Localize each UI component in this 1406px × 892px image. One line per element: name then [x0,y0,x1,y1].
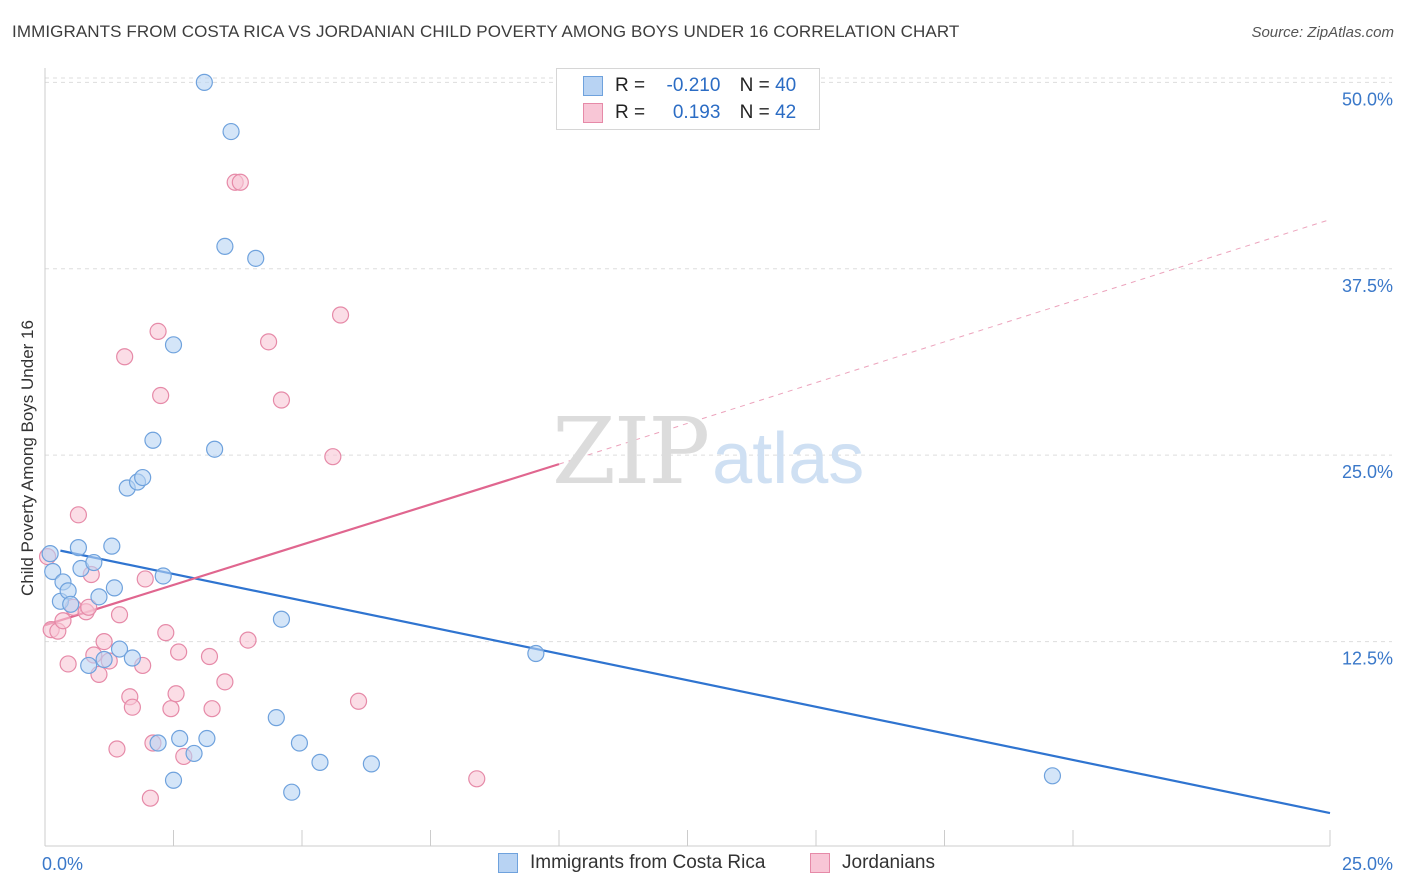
jordanians-point [157,624,175,642]
jordanians-point [468,770,486,788]
legend-swatch-blue [583,76,603,96]
jordanians-point [59,655,77,673]
legend-r-value: 0.193 [672,102,721,123]
jordanians-point [167,685,185,703]
costa-rica-point [164,336,183,354]
bottom-legend-swatch-blue [498,853,518,873]
costa-rica-point [198,729,216,748]
costa-rica-trend-line [60,549,1331,815]
bottom-legend-label: Jordanians [842,852,935,873]
jordanians-point [331,306,350,324]
data-points [38,73,1062,807]
jordanians-point [203,700,221,718]
jordanians-point [162,700,180,718]
costa-rica-point [103,537,121,555]
costa-rica-point [110,640,129,658]
grid-lines [45,77,1392,643]
jordanians-point [259,333,278,351]
y-tick-label: 12.5% [1342,649,1393,669]
costa-rica-point [247,249,265,267]
y-tick-label: 25.0% [1342,462,1393,482]
jordanians-point [170,643,188,661]
jordanians-point [80,598,98,616]
axes [44,68,1331,847]
costa-rica-point [44,562,62,581]
costa-rica-point [154,567,172,585]
costa-rica-point [216,237,234,256]
costa-rica-point [195,73,213,91]
legend-r-label: R = [615,75,646,96]
jordanians-point [108,740,126,758]
watermark-zip: ZIP [552,398,710,505]
costa-rica-point [95,650,113,669]
costa-rica-point [222,122,240,141]
jordanians-point [116,348,134,366]
watermark: ZIPatlas [552,398,864,505]
x-tick-label: 0.0% [42,854,83,874]
jordanians-point [136,570,154,588]
jordanians-point [95,632,113,651]
jordanians-point [69,506,88,524]
costa-rica-point [527,644,545,663]
costa-rica-point [80,656,98,675]
legend-r-label: R = [615,102,646,123]
jordanians-trend-line [44,463,560,627]
y-axis-label: Child Poverty Among Boys Under 16 [18,320,37,596]
bottom-legend-label: Immigrants from Costa Rica [530,852,766,873]
costa-rica-point [171,729,189,748]
legend-n-value: 42 [775,102,797,123]
bottom-legend-swatch-pink [810,853,830,873]
jordanians-point [54,612,72,630]
trend-lines [44,219,1331,815]
costa-rica-point [164,771,183,789]
costa-rica-point [267,709,285,727]
jordanians-point [149,322,167,341]
costa-rica-point [283,783,301,801]
costa-rica-point [123,649,141,667]
costa-rica-point [272,610,291,628]
costa-rica-point [206,440,224,458]
costa-rica-point [185,744,203,763]
jordanians-point [152,386,170,405]
legend-r-value: -0.210 [666,75,721,96]
costa-rica-point [311,753,329,771]
chart-title: IMMIGRANTS FROM COSTA RICA VS JORDANIAN … [12,22,960,41]
jordanians-point [324,448,342,466]
x-tick-label: 25.0% [1342,854,1393,874]
costa-rica-point [1043,767,1062,785]
jordanians-point [110,606,129,624]
costa-rica-point [149,734,167,752]
legend-n-value: 40 [775,75,797,96]
tick-labels: 12.5% 25.0% 37.5% 50.0% 0.0% 25.0% [42,89,1393,874]
costa-rica-point [105,579,123,597]
legend-n-label: N = [739,75,770,96]
costa-rica-point [90,588,108,606]
jordanians-point [200,647,219,666]
y-tick-label: 37.5% [1342,276,1393,296]
jordanians-point [141,789,159,807]
source-credit: Source: ZipAtlas.com [1251,24,1394,41]
costa-rica-point [290,734,309,752]
legend-n-label: N = [739,102,770,123]
correlation-legend: R = -0.210 N = 40 R = 0.193 N = 42 [556,68,820,130]
costa-rica-point [69,539,88,557]
jordanians-point [272,391,291,409]
jordanians-point [231,173,249,191]
costa-rica-point [134,468,152,487]
jordanians-point [349,692,368,710]
jordanians-point [216,673,234,691]
jordanians-point [123,698,141,716]
costa-rica-point [144,431,162,449]
jordanians-trend-extension [558,219,1331,465]
costa-rica-point [41,545,59,563]
costa-rica-point [85,553,103,572]
y-tick-label: 50.0% [1342,89,1393,109]
costa-rica-point [362,755,380,773]
costa-rica-point [62,595,80,613]
jordanians-point [239,631,257,649]
legend-swatch-pink [583,103,603,123]
watermark-atlas: atlas [712,419,865,499]
